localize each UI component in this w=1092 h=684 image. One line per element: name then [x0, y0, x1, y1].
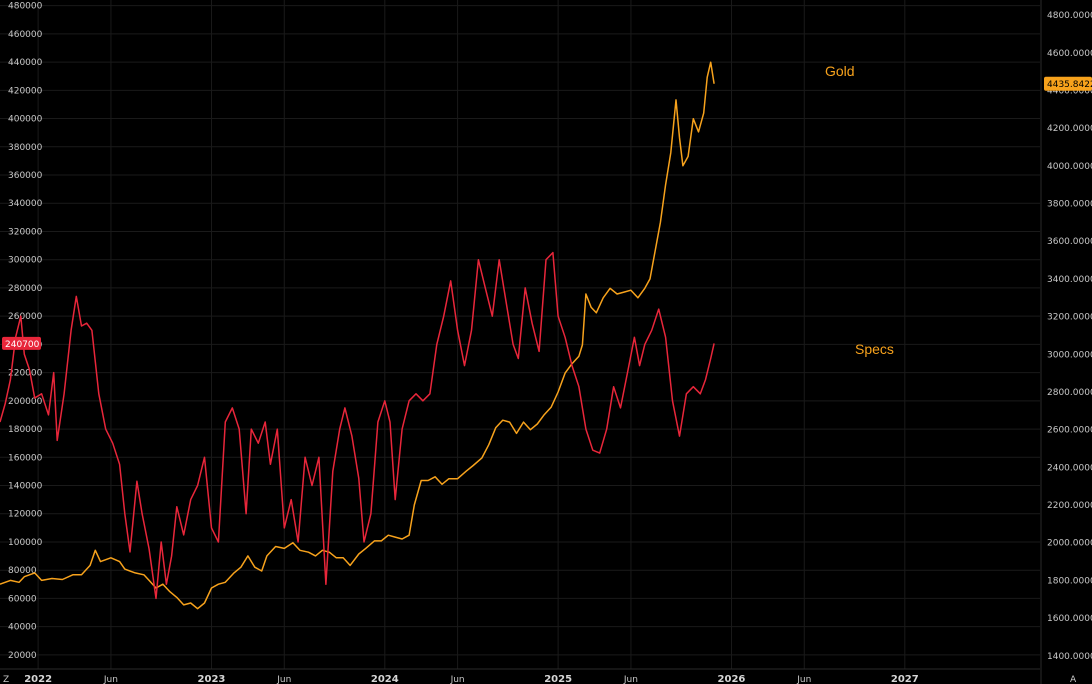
left-tick-label: 340000 [8, 199, 43, 209]
right-axis[interactable]: 1400.0000 1600.0000 1800.0000 2000.0000 2200… [1047, 11, 1092, 662]
specs-series-label: Specs [855, 341, 894, 357]
x-tick-label: Jun [623, 675, 638, 684]
specs-last-value-badge-bg [2, 336, 41, 350]
left-tick-label: 220000 [8, 369, 43, 379]
left-tick-label: 140000 [8, 482, 43, 492]
right-tick-label: 4600.0000 [1047, 49, 1092, 59]
gold-series-label: Gold [825, 63, 855, 79]
left-tick-label: 300000 [8, 256, 43, 266]
right-tick-label: 1600.0000 [1047, 614, 1092, 624]
right-tick-label: 3000.0000 [1047, 350, 1092, 360]
gold-last-value: 4435.8422 [1047, 80, 1092, 90]
x-tick-label: Jun [450, 675, 465, 684]
x-tick-label: 2026 [718, 674, 746, 684]
gridlines [0, 0, 1040, 669]
right-tick-label: 2000.0000 [1047, 539, 1092, 549]
x-tick-label: 2027 [891, 674, 919, 684]
time-axis[interactable]: 2022 Jun 2023 Jun 2024 Jun 2025 Jun 2026 Jun 2027 [24, 674, 919, 684]
right-tick-label: 2800.0000 [1047, 388, 1092, 398]
right-tick-label: 4200.0000 [1047, 124, 1092, 134]
right-tick-label: 1800.0000 [1047, 576, 1092, 586]
right-tick-label: 2400.0000 [1047, 463, 1092, 473]
left-tick-label: 200000 [8, 397, 43, 407]
left-tick-label: 440000 [8, 58, 43, 68]
right-last-value-badge: 4435.8422 [1044, 76, 1092, 91]
left-tick-label: 400000 [8, 115, 43, 125]
right-tick-label: 3200.0000 [1047, 313, 1092, 323]
left-tick-label: 160000 [8, 453, 43, 463]
left-tick-label: 320000 [8, 227, 43, 237]
right-tick-label: 4000.0000 [1047, 162, 1092, 172]
gold-last-value-badge-bg [1044, 76, 1092, 91]
right-tick-label: 2200.0000 [1047, 501, 1092, 511]
x-tick-label: Jun [276, 675, 291, 684]
x-tick-label: Jun [796, 675, 811, 684]
right-tick-label: 2600.0000 [1047, 426, 1092, 436]
left-tick-label: 20000 [8, 651, 37, 661]
left-tick-label: 180000 [8, 425, 43, 435]
right-tick-label: 4400.0000 [1047, 86, 1092, 96]
left-tick-label: 380000 [8, 143, 43, 153]
left-tick-label: 420000 [8, 86, 43, 96]
left-tick-label: 360000 [8, 171, 43, 181]
series-line-gold [0, 61, 715, 610]
left-last-value-badge: 240700 [2, 336, 41, 350]
series-line-specs [0, 251, 715, 600]
right-tick-label: 3800.0000 [1047, 200, 1092, 210]
x-tick-label: 2024 [371, 674, 399, 684]
left-tick-label: 60000 [8, 594, 37, 604]
left-tick-label: 460000 [8, 30, 43, 40]
left-tick-label: 280000 [8, 284, 43, 294]
right-tick-label: 4800.0000 [1047, 11, 1092, 21]
left-tick-label: 260000 [8, 312, 43, 322]
x-tick-label: Jun [103, 675, 118, 684]
left-tick-label: 40000 [8, 623, 37, 633]
right-tick-label: 1400.0000 [1047, 652, 1092, 662]
x-tick-label: 2023 [198, 674, 226, 684]
right-tick-label: 3600.0000 [1047, 237, 1092, 247]
corner-glyph-right[interactable]: A [1070, 675, 1077, 684]
left-tick-label: 80000 [8, 566, 37, 576]
plot-area [0, 61, 715, 610]
x-tick-label: 2022 [24, 674, 52, 684]
specs-last-value: 240700 [5, 340, 40, 350]
left-tick-label: 480000 [8, 2, 43, 12]
left-tick-label: 120000 [8, 510, 43, 520]
left-tick-label: 100000 [8, 538, 43, 548]
corner-glyph-left[interactable]: Z [3, 675, 9, 684]
right-tick-label: 3400.0000 [1047, 275, 1092, 285]
x-tick-label: 2025 [544, 674, 572, 684]
